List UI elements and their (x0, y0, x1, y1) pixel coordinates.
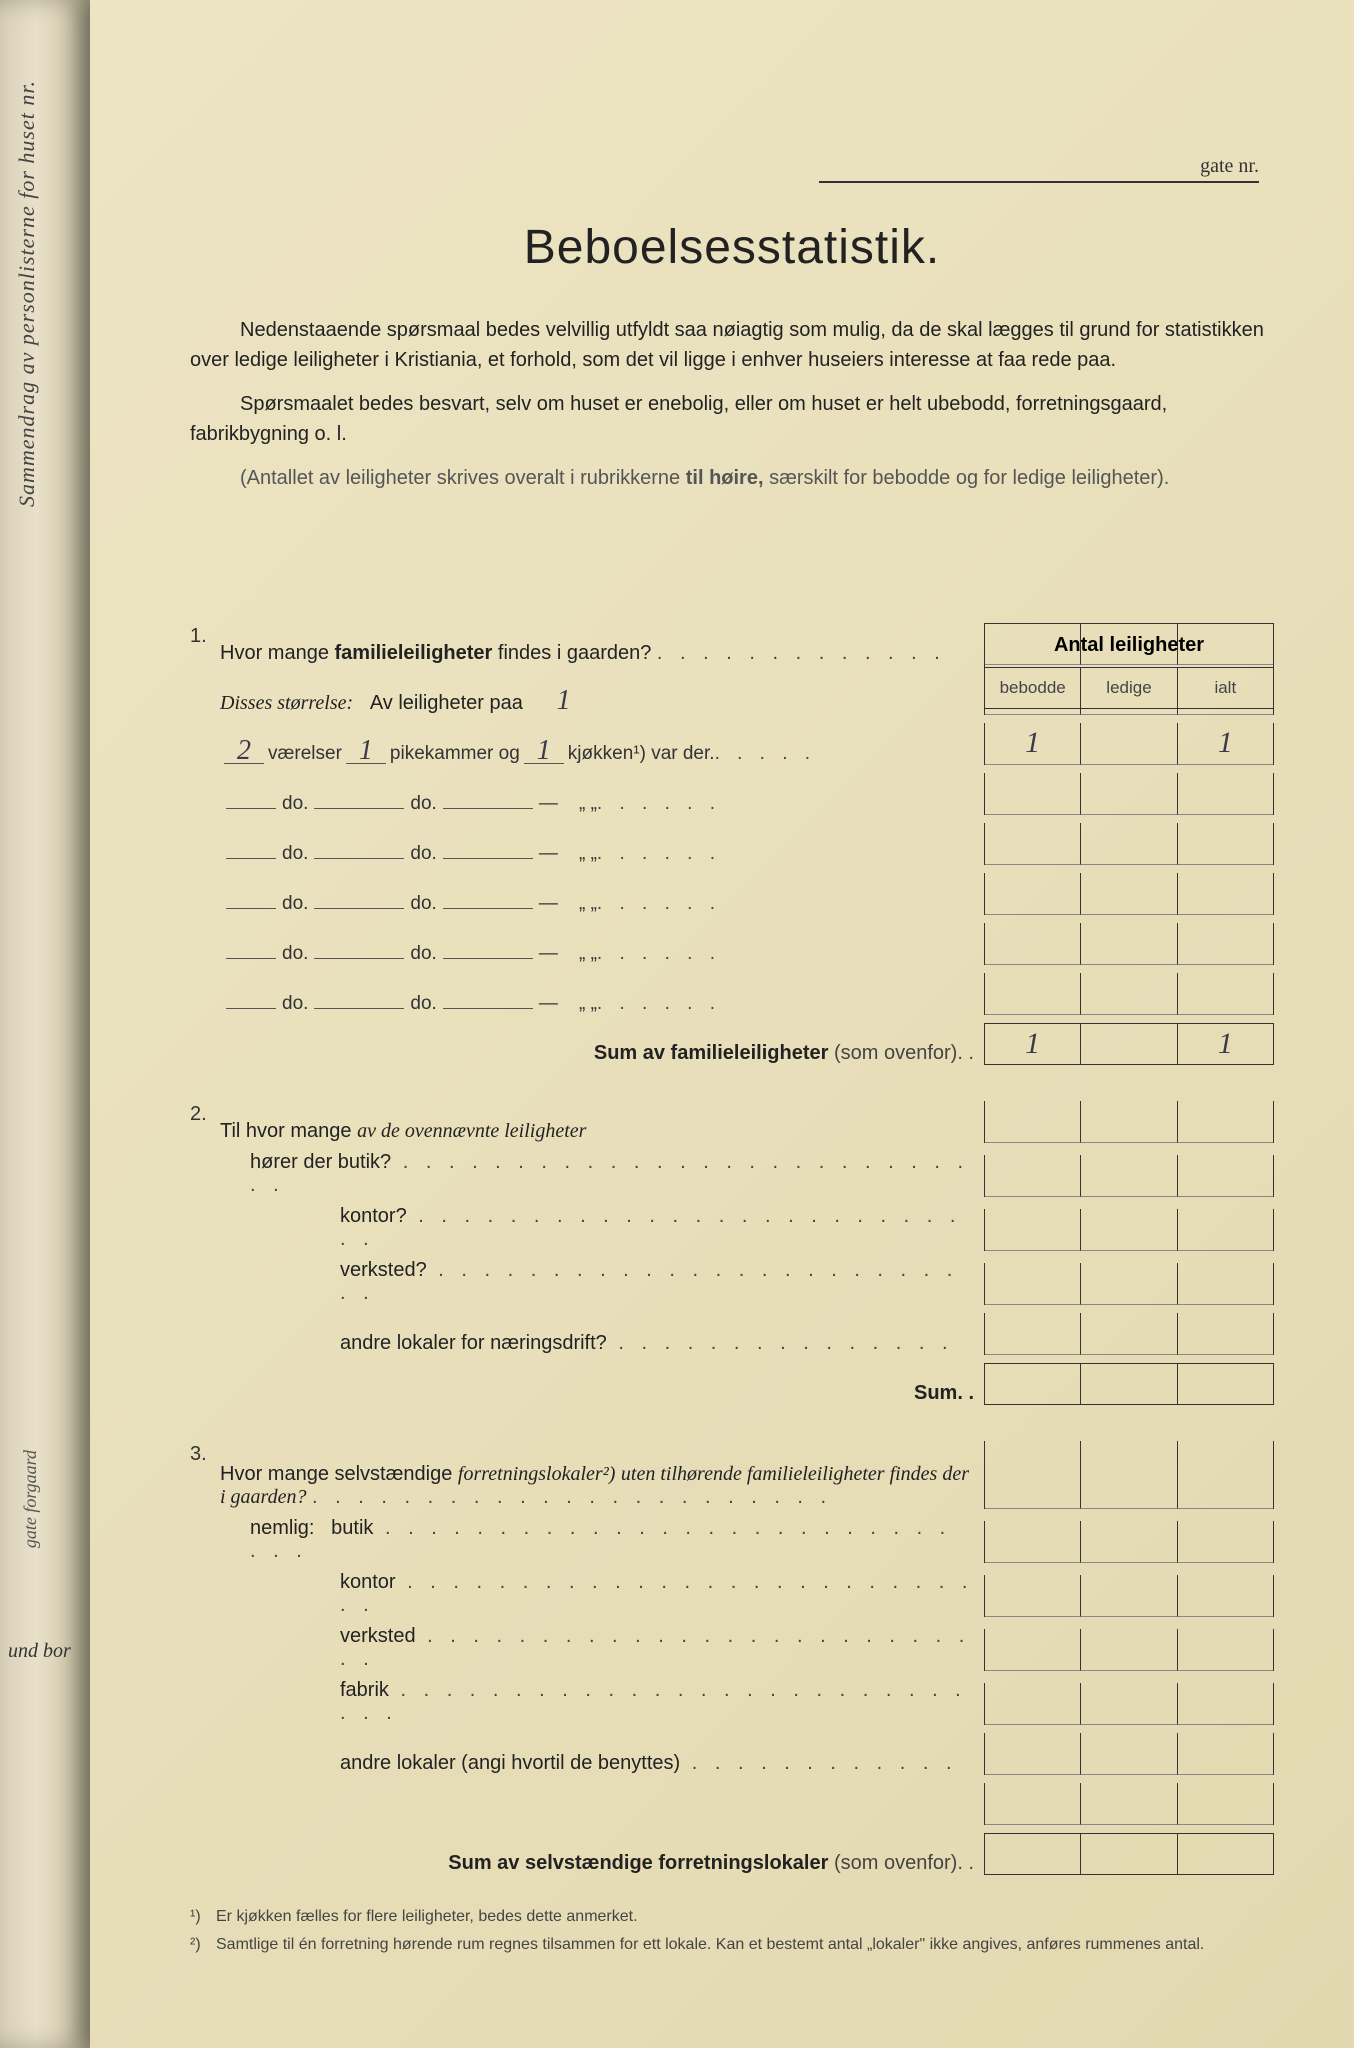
q2-kontor: kontor? . . . . . . . . . . . . . . . . … (190, 1205, 1274, 1251)
q1-line1: 2 værelser 1 pikekammer og 1 kjøkken¹) v… (190, 723, 1274, 765)
q1-do5: do. do. — „ „ . . . . . . (190, 973, 1274, 1015)
q2-verksted: verksted? . . . . . . . . . . . . . . . … (190, 1259, 1274, 1305)
col-ialt: ialt (1178, 668, 1273, 708)
q3-num: 3. (190, 1441, 220, 1466)
q1-text: Hvor mange familieleiligheter findes i g… (220, 642, 984, 665)
q1-do2: do. do. — „ „ . . . . . . (190, 823, 1274, 865)
cell-beb-1: 1 (985, 723, 1081, 765)
q2-row: 2. Til hvor mange av de ovennævnte leili… (190, 1101, 1274, 1143)
col-ledige: ledige (1081, 668, 1177, 708)
hand-pike: 1 (346, 739, 386, 764)
q3-butik: nemlig: butik . . . . . . . . . . . . . … (190, 1517, 1274, 1563)
q1-do4: do. do. — „ „ . . . . . . (190, 923, 1274, 965)
questions: 1. Hvor mange familieleiligheter findes … (190, 623, 1274, 1875)
table-header: Antal leiligheter bebodde ledige ialt (984, 623, 1274, 709)
q3-fabrik: fabrik . . . . . . . . . . . . . . . . .… (190, 1679, 1274, 1725)
q1-do1: do. do. — „ „ . . . . . . (190, 773, 1274, 815)
cell-ialt-1: 1 (1178, 723, 1273, 765)
q1-do3: do. do. — „ „ . . . . . . (190, 873, 1274, 915)
q3-kontor: kontor . . . . . . . . . . . . . . . . .… (190, 1571, 1274, 1617)
q3-empty (190, 1783, 1274, 1825)
book-spine: Sammendrag av personlisterne for huset n… (0, 0, 90, 2048)
footnote-1: ¹) Er kjøkken fælles for flere leilighet… (190, 1905, 1274, 1929)
gate-nr-field: gate nr. (819, 155, 1259, 183)
col-bebodde: bebodde (985, 668, 1081, 708)
spine-text-3: und bor (8, 1640, 71, 1663)
q3-verksted: verksted . . . . . . . . . . . . . . . .… (190, 1625, 1274, 1671)
page-title: Beboelsesstatistik. (190, 220, 1274, 275)
sum-beb: 1 (985, 1023, 1081, 1065)
q1-sum: Sum av familieleiligheter (som ovenfor).… (190, 1023, 1274, 1065)
content-area: Antal leiligheter bebodde ledige ialt 1.… (190, 623, 1274, 1957)
hand-kjok: 1 (524, 739, 564, 764)
hand-vaer: 2 (224, 739, 264, 764)
intro-p2: Spørsmaalet bedes besvart, selv om huset… (190, 389, 1274, 449)
intro-p1: Nedenstaaende spørsmaal bedes velvillig … (190, 315, 1274, 375)
document-page: gate nr. Beboelsesstatistik. Nedenstaaen… (90, 0, 1354, 2048)
table-header-title: Antal leiligheter (985, 624, 1273, 668)
q3-andre: andre lokaler (angi hvortil de benyttes)… (190, 1733, 1274, 1775)
q3-sum: Sum av selvstændige forretningslokaler (… (190, 1833, 1274, 1875)
spine-text-1: Sammendrag av personlisterne for huset n… (14, 80, 40, 507)
q3-row: 3. Hvor mange selvstændige forretningslo… (190, 1441, 1274, 1509)
intro-p3: (Antallet av leiligheter skrives overalt… (190, 463, 1274, 493)
sum-ialt: 1 (1178, 1023, 1273, 1065)
q1-num: 1. (190, 623, 220, 648)
q2-sum: Sum. . (190, 1363, 1274, 1405)
footnotes: ¹) Er kjøkken fælles for flere leilighet… (190, 1905, 1274, 1957)
q2-andre: andre lokaler for næringsdrift? . . . . … (190, 1313, 1274, 1355)
q2-num: 2. (190, 1101, 220, 1126)
spine-text-2: gate forgaard (20, 1450, 41, 1548)
q2-butik: hører der butik? . . . . . . . . . . . .… (190, 1151, 1274, 1197)
gate-nr-label: gate nr. (1200, 155, 1259, 177)
footnote-2: ²) Samtlige til én forretning hørende ru… (190, 1933, 1274, 1957)
hand-top: 1 (544, 689, 584, 713)
